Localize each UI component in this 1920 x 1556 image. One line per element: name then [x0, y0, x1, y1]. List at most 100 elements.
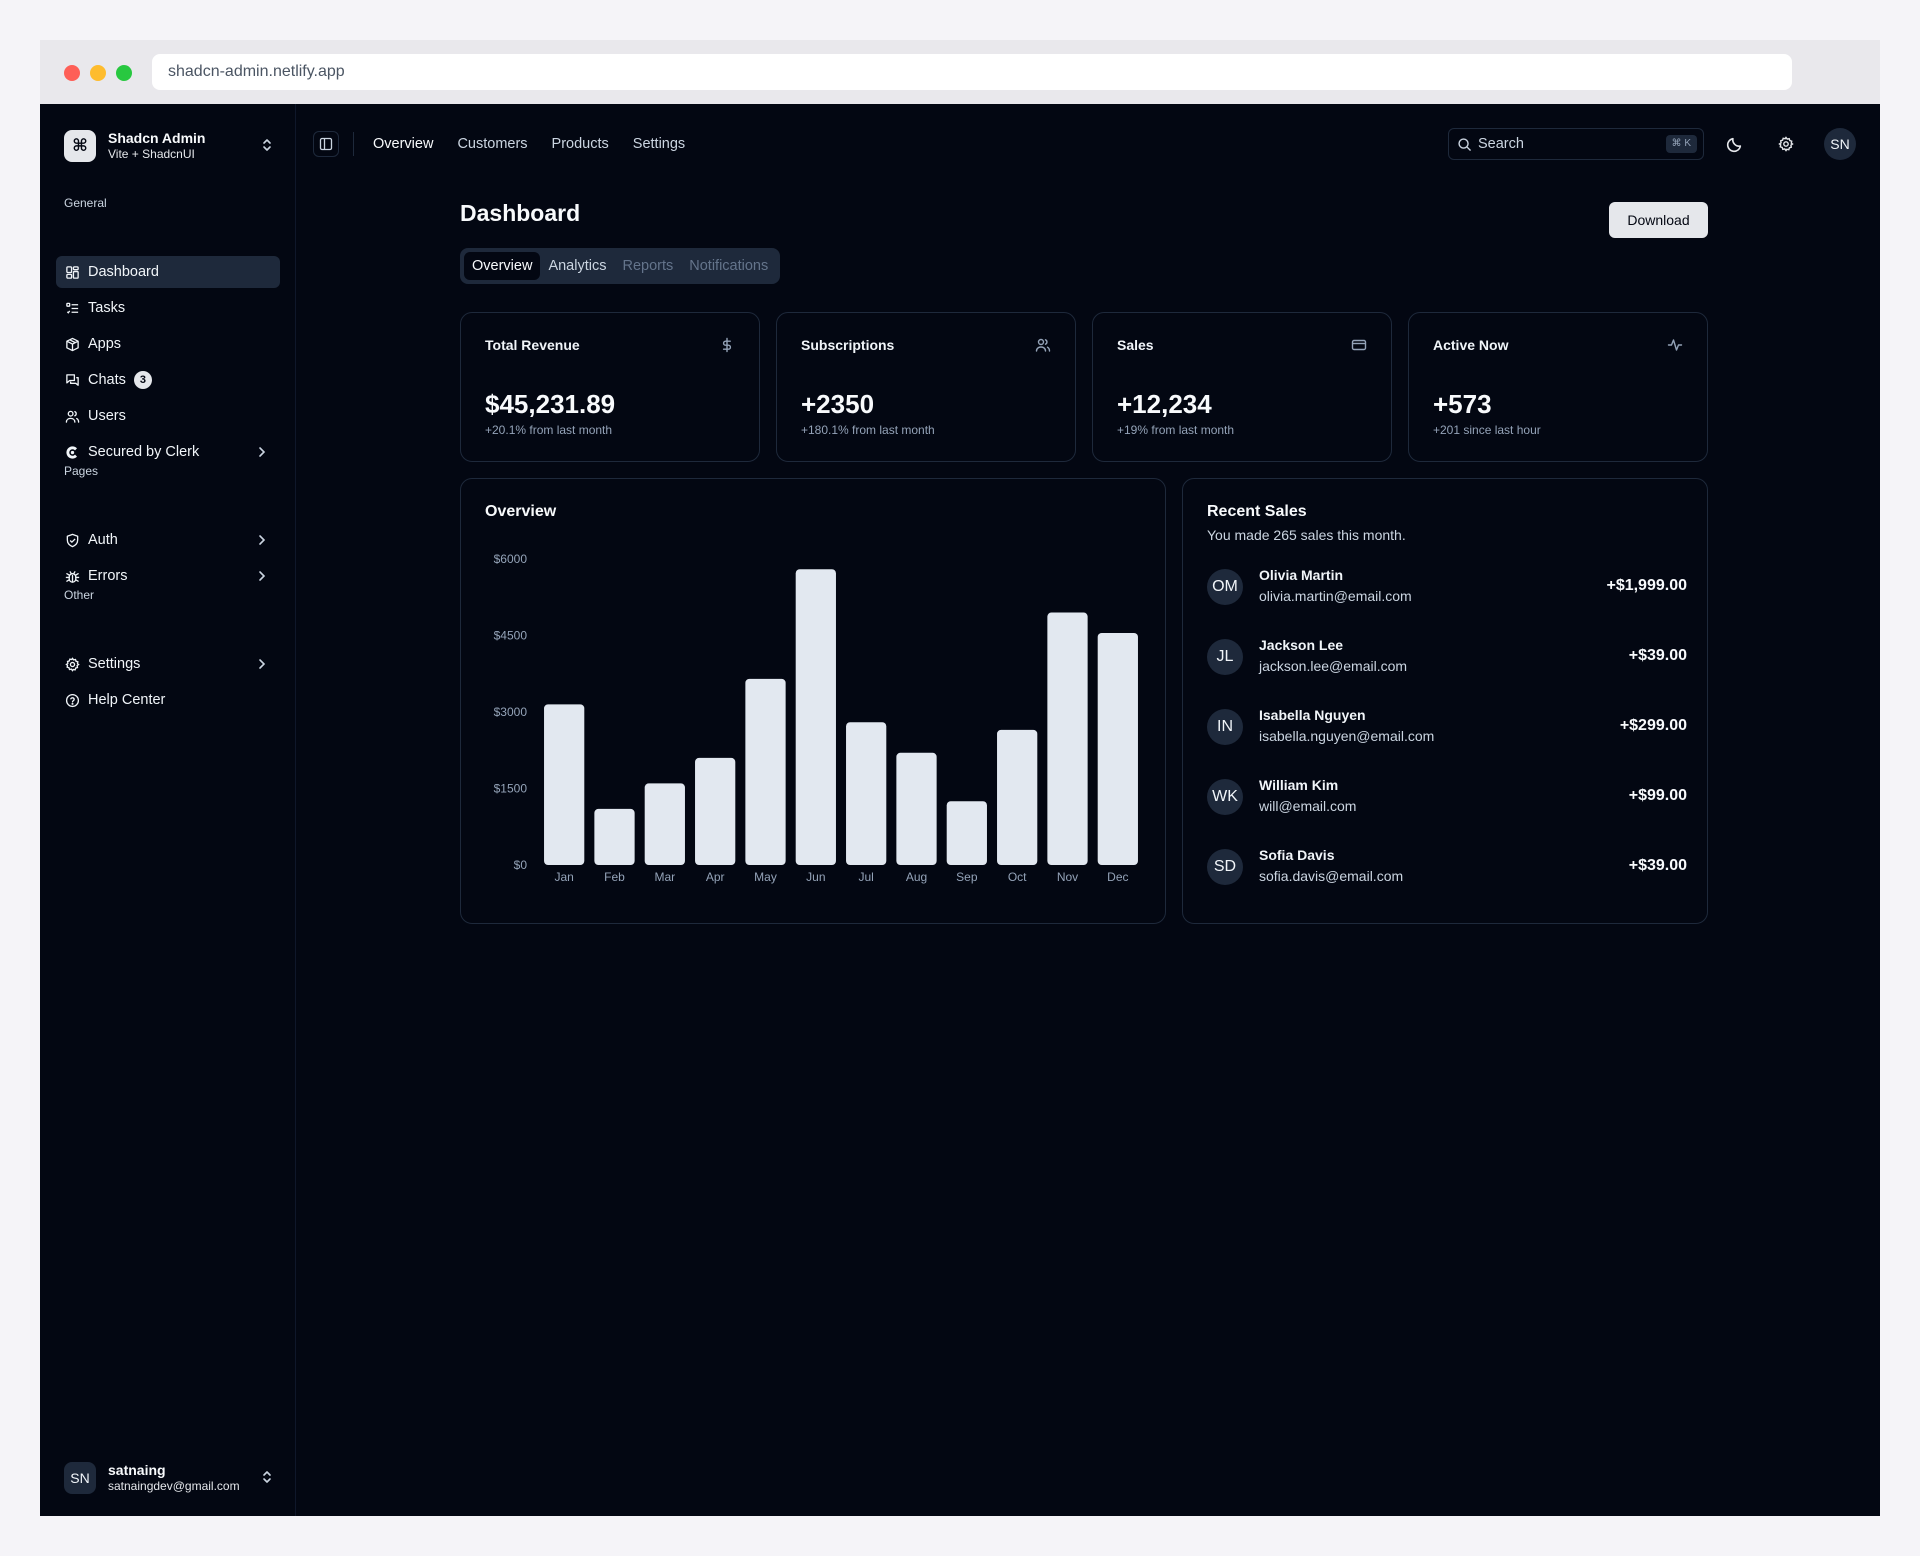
bar-jul[interactable]	[846, 722, 887, 865]
x-tick-label: Sep	[956, 870, 978, 884]
search-input[interactable]: Search ⌘ K	[1448, 128, 1704, 160]
sidebar-toggle-button[interactable]	[313, 131, 339, 157]
team-switcher[interactable]: ⌘ Shadcn Admin Vite + ShadcnUI	[64, 128, 274, 164]
topnav-overview[interactable]: Overview	[373, 136, 434, 152]
sidebar-item-label: Auth	[88, 532, 118, 548]
maximize-window-button[interactable]	[116, 65, 132, 81]
dollar-icon	[719, 337, 735, 353]
sidebar-item-label: Chats	[88, 372, 126, 388]
tab-analytics[interactable]: Analytics	[548, 258, 607, 274]
customer-email: olivia.martin@email.com	[1259, 588, 1412, 604]
sidebar-item-users[interactable]: Users	[56, 400, 280, 432]
bar-aug[interactable]	[896, 752, 937, 865]
clerk-icon	[64, 444, 80, 460]
sidebar-item-chats[interactable]: Chats 3	[56, 364, 280, 396]
sidebar-item-label: Secured by Clerk	[88, 444, 200, 460]
x-tick-label: Mar	[654, 870, 675, 884]
page-title: Dashboard	[460, 200, 581, 226]
x-tick-label: Aug	[906, 870, 927, 884]
overview-bar-chart: $0 $1500 $3000 $4500 $6000 Jan Feb Mar Apr May Jun…	[494, 552, 1138, 884]
topnav-products[interactable]: Products	[551, 136, 609, 152]
stat-title: Subscriptions	[801, 337, 895, 353]
sidebar-item-auth[interactable]: Auth	[56, 524, 280, 556]
bar-nov[interactable]	[1047, 612, 1088, 865]
x-tick-label: May	[754, 870, 777, 884]
command-logo-icon: ⌘	[64, 130, 96, 162]
bar-dec[interactable]	[1097, 632, 1138, 865]
bar-jan[interactable]	[544, 704, 585, 865]
search-placeholder: Search	[1478, 136, 1524, 152]
chevron-right-icon	[254, 568, 270, 584]
y-tick-label: $4500	[494, 629, 528, 643]
customer-email: isabella.nguyen@email.com	[1259, 728, 1435, 744]
overview-chart-card: Overview $0 $1500 $3000 $4500 $6000 Jan Feb Mar…	[460, 478, 1166, 924]
sidebar-item-dashboard[interactable]: Dashboard	[56, 256, 280, 288]
close-window-button[interactable]	[64, 65, 80, 81]
chevron-right-icon	[254, 444, 270, 460]
bar-apr[interactable]	[695, 757, 736, 865]
bug-icon	[64, 568, 80, 584]
minimize-window-button[interactable]	[90, 65, 106, 81]
layout-dashboard-icon	[64, 264, 80, 280]
list-item: IN Isabella Nguyen isabella.nguyen@email…	[1207, 707, 1687, 747]
bar-feb[interactable]	[594, 808, 635, 865]
help-circle-icon	[64, 692, 80, 708]
sidebar-item-label: Dashboard	[88, 264, 159, 280]
recent-sales-subtitle: You made 265 sales this month.	[1207, 527, 1406, 543]
chevrons-up-down-icon	[260, 136, 274, 156]
sidebar-item-settings[interactable]: Settings	[56, 648, 280, 680]
customer-name: William Kim	[1259, 777, 1339, 793]
topnav-settings[interactable]: Settings	[632, 136, 686, 152]
tab-overview[interactable]: Overview	[464, 252, 541, 280]
stat-card-active-now: Active Now +573 +201 since last hour	[1408, 312, 1708, 462]
x-tick-label: Jul	[858, 870, 873, 884]
sidebar-item-secured-by-clerk[interactable]: Secured by Clerk	[56, 436, 280, 468]
moon-icon	[1726, 137, 1741, 152]
bar-may[interactable]	[745, 678, 786, 865]
bar-sep[interactable]	[946, 801, 987, 865]
settings-button[interactable]	[1774, 132, 1798, 156]
avatar: SN	[64, 1462, 96, 1494]
avatar: JL	[1207, 639, 1243, 675]
stat-title: Total Revenue	[485, 337, 580, 353]
sidebar-item-apps[interactable]: Apps	[56, 328, 280, 360]
list-todo-icon	[64, 300, 80, 316]
sidebar-item-label: Help Center	[88, 692, 166, 708]
bar-jun[interactable]	[795, 569, 836, 865]
package-icon	[64, 336, 80, 352]
x-tick-label: Feb	[604, 870, 625, 884]
sidebar-item-label: Settings	[88, 656, 141, 672]
sale-amount: +$39.00	[1628, 647, 1687, 664]
theme-toggle-button[interactable]	[1722, 132, 1746, 156]
list-item: SD Sofia Davis sofia.davis@email.com +$3…	[1207, 847, 1687, 887]
bar-mar[interactable]	[644, 783, 685, 865]
sidebar-item-label: Users	[88, 408, 126, 424]
topnav-customers[interactable]: Customers	[457, 136, 528, 152]
search-icon	[1458, 137, 1471, 151]
recent-sales-card: Recent Sales You made 265 sales this mon…	[1182, 478, 1708, 924]
sidebar-item-tasks[interactable]: Tasks	[56, 292, 280, 324]
stat-value: +2350	[801, 389, 875, 419]
customer-email: jackson.lee@email.com	[1259, 658, 1408, 674]
top-header: Overview Customers Products Settings Sea…	[297, 104, 1880, 184]
sidebar-item-help-center[interactable]: Help Center	[56, 684, 280, 716]
browser-window: shadcn-admin.netlify.app ⌘ Shadcn Admin …	[40, 40, 1880, 1516]
x-tick-label: Oct	[1008, 870, 1027, 884]
customer-name: Jackson Lee	[1259, 637, 1344, 653]
list-item: WK William Kim will@email.com +$99.00	[1207, 777, 1687, 817]
credit-card-icon	[1351, 337, 1367, 353]
sidebar-item-label: Tasks	[88, 300, 126, 316]
user-menu[interactable]: SN satnaing satnaingdev@gmail.com	[64, 1460, 274, 1496]
group-label-general: General	[64, 196, 107, 210]
top-nav: Overview Customers Products Settings	[373, 104, 709, 184]
bar-oct[interactable]	[997, 729, 1038, 865]
stat-card-sales: Sales +12,234 +19% from last month	[1092, 312, 1392, 462]
tab-reports[interactable]: Reports	[622, 258, 674, 274]
tab-notifications[interactable]: Notifications	[689, 258, 769, 274]
profile-avatar[interactable]: SN	[1824, 128, 1856, 160]
group-label-other: Other	[64, 588, 95, 602]
stat-change: +201 since last hour	[1433, 423, 1541, 437]
download-button[interactable]: Download	[1609, 202, 1708, 238]
sidebar-item-errors[interactable]: Errors	[56, 560, 280, 592]
address-bar[interactable]: shadcn-admin.netlify.app	[152, 54, 1792, 90]
